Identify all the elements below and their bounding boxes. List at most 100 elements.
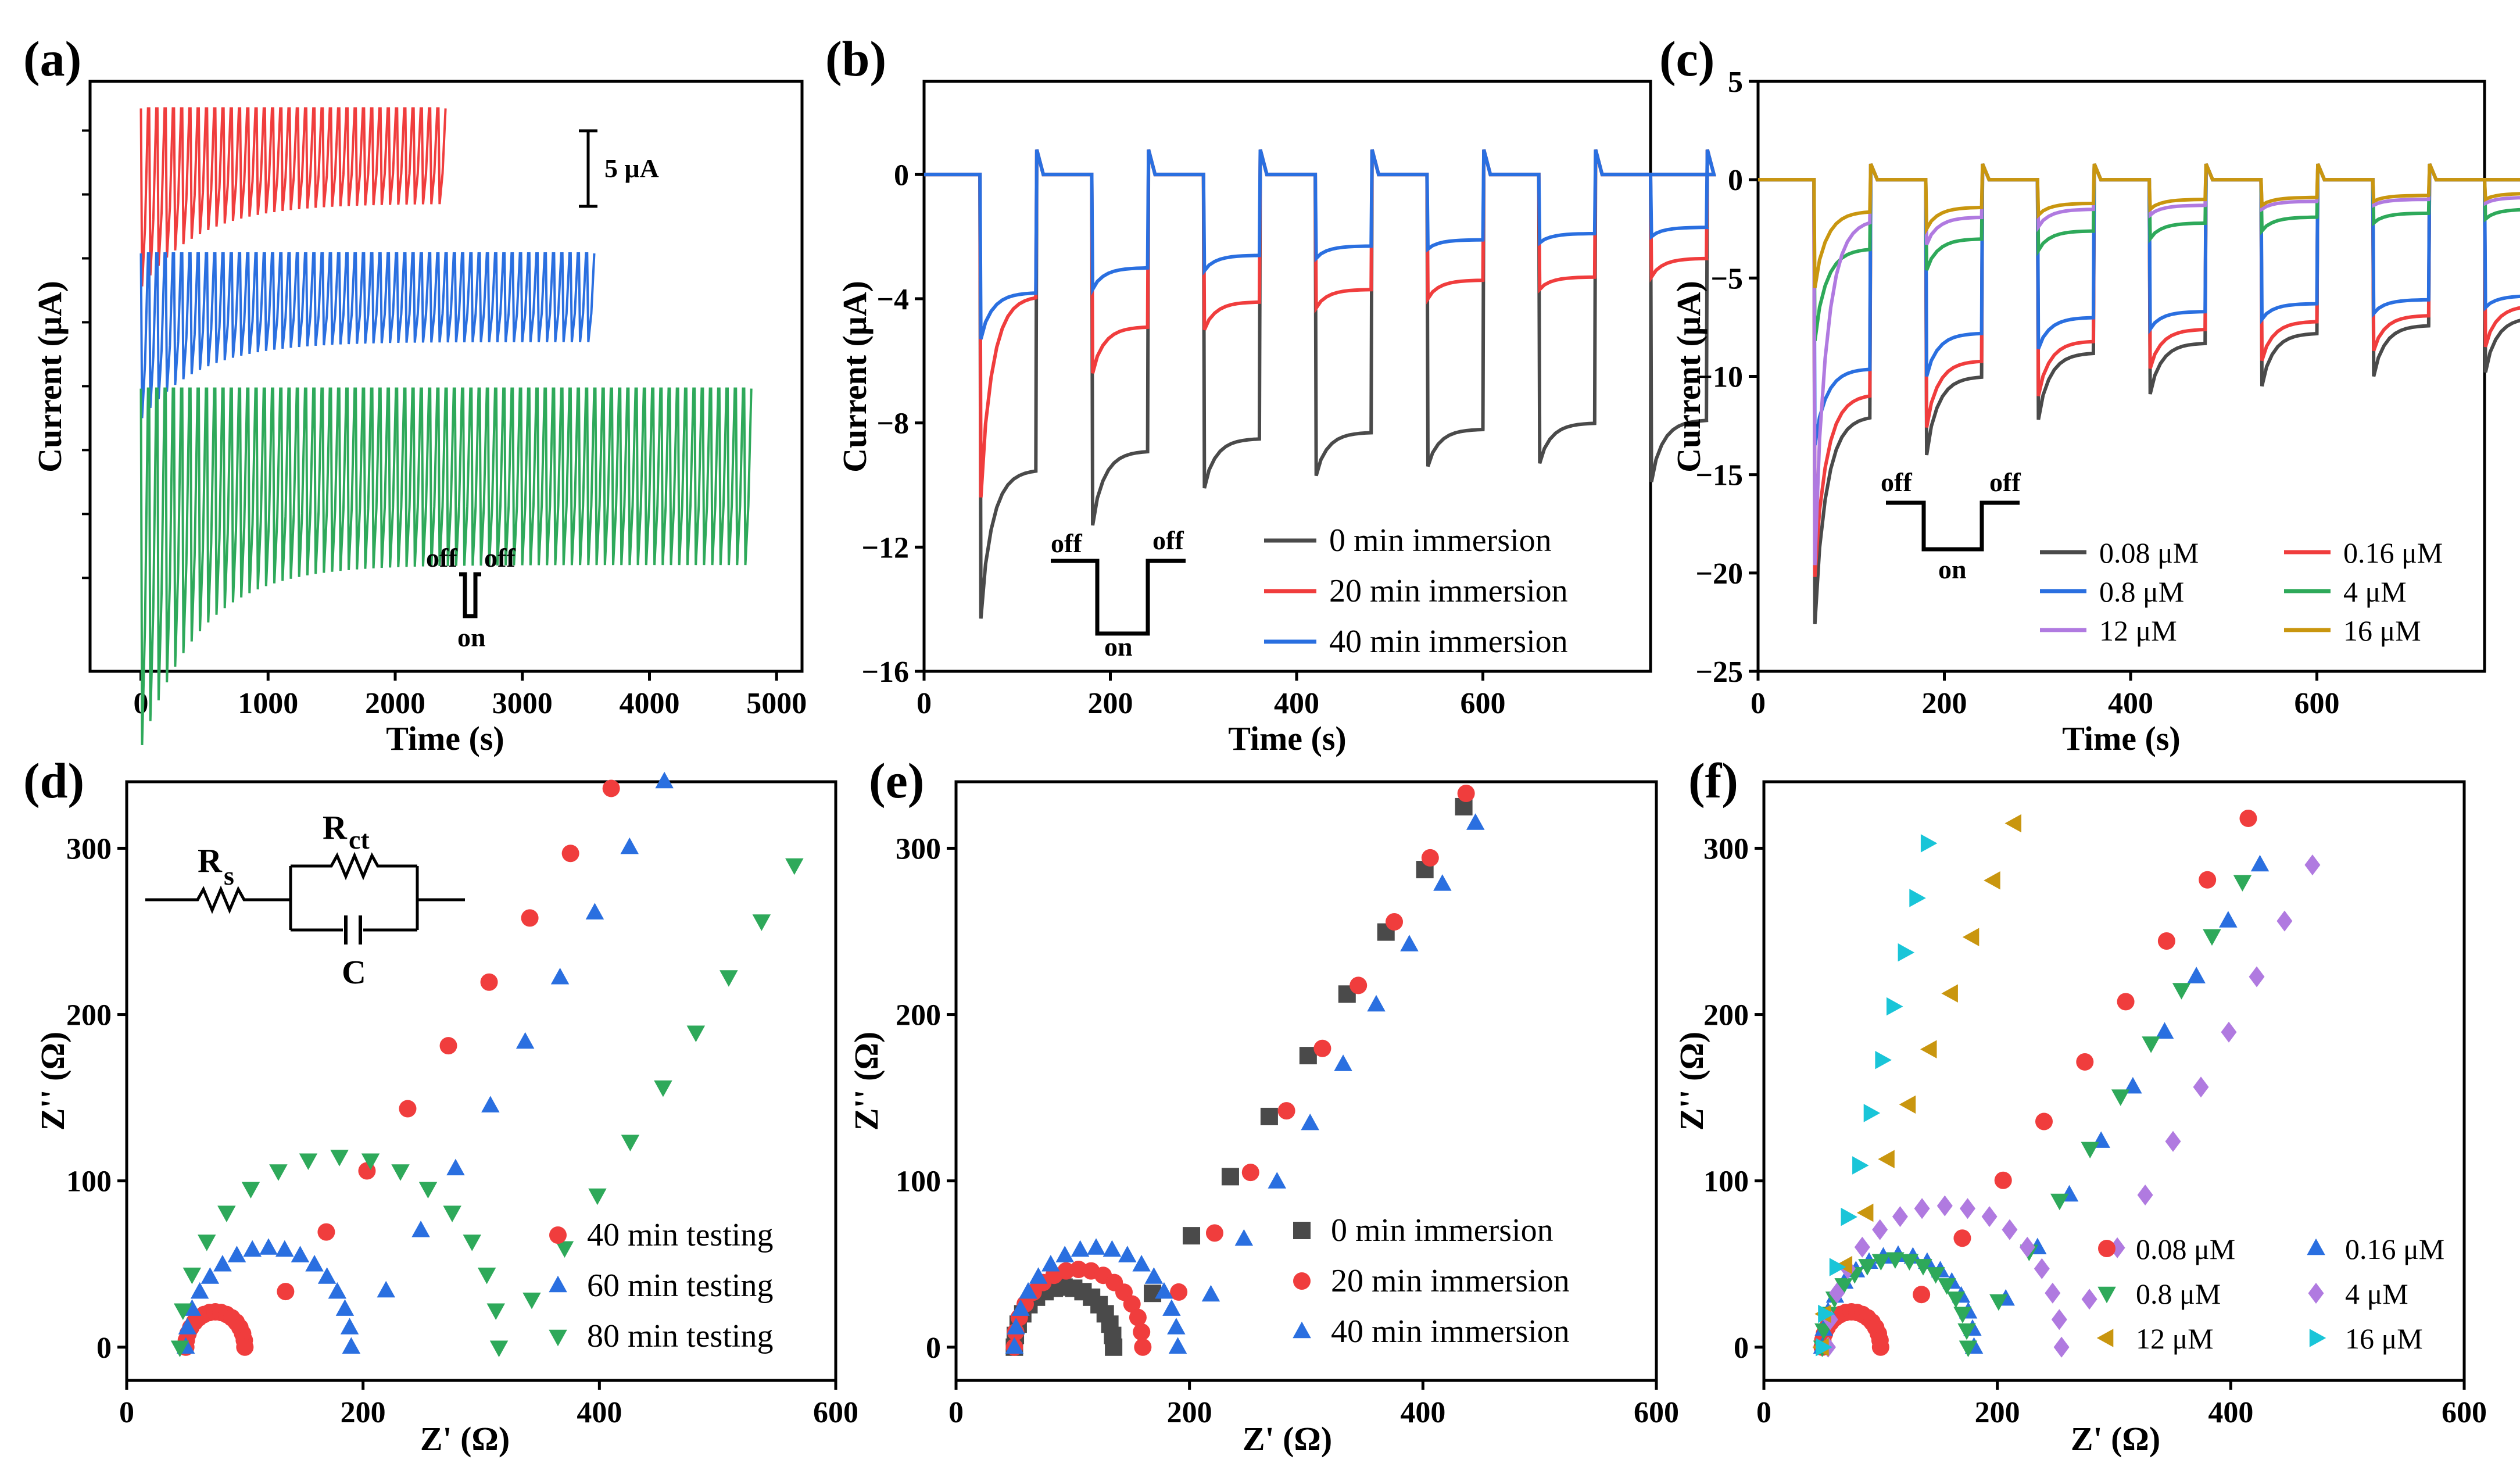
panel-label-d: (d) xyxy=(23,753,84,808)
data-point-d-1 xyxy=(275,1240,294,1257)
data-point-d-1 xyxy=(291,1246,310,1262)
on-off-inset-b: off off on xyxy=(1051,525,1186,661)
legend-marker-d-0 xyxy=(549,1226,567,1244)
circuit-rct: R xyxy=(323,808,348,846)
data-point-f-0 xyxy=(2157,932,2175,950)
data-point-d-1 xyxy=(317,1267,337,1284)
x-axis-label-c: Time (s) xyxy=(2062,720,2181,757)
data-point-f-2 xyxy=(1953,1307,1972,1323)
y-tick-label-f: 200 xyxy=(1703,999,1749,1032)
data-point-e-1 xyxy=(1350,976,1368,994)
y-tick-label-f: 300 xyxy=(1703,832,1749,865)
data-point-d-2 xyxy=(555,1241,574,1258)
data-point-d-1 xyxy=(227,1246,246,1262)
series-line-c-2 xyxy=(1758,163,2520,446)
data-point-f-2 xyxy=(1946,1291,1966,1308)
data-point-f-1 xyxy=(2250,854,2270,872)
panel-label-b: (b) xyxy=(825,31,886,87)
data-point-d-2 xyxy=(686,1025,706,1042)
legend-marker-f-3 xyxy=(2308,1283,2324,1304)
data-point-f-3 xyxy=(2193,1076,2209,1098)
data-point-e-2 xyxy=(1168,1337,1187,1354)
data-point-f-1 xyxy=(2124,1076,2142,1094)
legend-c: 0.08 μM 0.16 μM 0.8 μM 4 μM 12 μM 16 μM xyxy=(2040,536,2443,647)
data-point-d-2 xyxy=(489,1340,509,1357)
data-point-f-3 xyxy=(2002,1219,2018,1240)
data-point-d-1 xyxy=(190,1282,209,1299)
panel-label-e: (e) xyxy=(869,753,924,808)
legend-label-c-4: 12 μM xyxy=(2099,614,2177,647)
data-point-f-3 xyxy=(2034,1258,2050,1279)
x-tick-label-d: 200 xyxy=(341,1396,386,1429)
data-point-f-3 xyxy=(2304,854,2321,876)
legend-label-e-0: 0 min immersion xyxy=(1331,1212,1553,1248)
legend-label-b-2: 40 min immersion xyxy=(1329,624,1568,660)
panel-b: (b) 0 200 400 600 0 −4 −8 −12 −16 off off on 0 m… xyxy=(825,31,1716,757)
data-point-d-2 xyxy=(269,1164,288,1181)
x-tick-label-a: 4000 xyxy=(620,687,680,720)
data-point-f-5 xyxy=(1920,834,1938,853)
data-point-f-3 xyxy=(2276,910,2293,932)
data-point-d-2 xyxy=(391,1164,410,1181)
panel-label-f: (f) xyxy=(1688,753,1738,808)
legend-marker-f-1 xyxy=(2307,1238,2325,1255)
panel-a: (a) 0 1000 2000 3000 4000 5000 5 μA off off o… xyxy=(23,31,807,757)
data-point-f-3 xyxy=(2081,1289,2097,1310)
data-point-d-2 xyxy=(522,1292,541,1310)
data-point-f-0 xyxy=(2199,871,2217,889)
x-tick-label-c: 400 xyxy=(2108,687,2153,720)
panel-label-c: (c) xyxy=(1659,31,1714,87)
data-point-f-3 xyxy=(2053,1336,2070,1358)
data-point-d-1 xyxy=(213,1255,232,1272)
x-tick-label-d: 0 xyxy=(119,1396,134,1429)
y-tick-label-e: 200 xyxy=(896,999,941,1032)
data-point-f-2 xyxy=(1957,1323,1976,1340)
y-tick-label-c: −20 xyxy=(1695,557,1743,591)
x-tick-label-e: 600 xyxy=(1634,1396,1679,1429)
data-point-f-3 xyxy=(1872,1219,1888,1240)
data-point-e-1 xyxy=(1170,1283,1188,1301)
series-line-c-4 xyxy=(1758,163,2520,566)
data-point-f-5 xyxy=(1875,1051,1892,1069)
legend-marker-f-2 xyxy=(2097,1286,2116,1304)
data-point-f-2 xyxy=(2233,875,2252,892)
x-tick-label-c: 0 xyxy=(1751,687,1766,720)
data-point-d-1 xyxy=(342,1337,361,1354)
data-point-f-5 xyxy=(1829,1258,1846,1276)
data-point-f-2 xyxy=(1858,1259,1877,1276)
legend-marker-e-0 xyxy=(1293,1222,1311,1239)
legend-label-f-3: 4 μM xyxy=(2345,1278,2408,1310)
data-point-f-2 xyxy=(1834,1278,1853,1295)
y-tick-label-b: −8 xyxy=(876,407,909,441)
data-point-d-2 xyxy=(170,1340,189,1357)
legend-label-c-0: 0.08 μM xyxy=(2099,536,2199,569)
y-tick-label-b: −4 xyxy=(876,283,909,316)
data-point-f-2 xyxy=(2203,929,2221,946)
data-point-d-2 xyxy=(241,1182,260,1198)
data-point-d-2 xyxy=(720,970,738,987)
data-point-f-1 xyxy=(2219,911,2238,928)
data-point-f-0 xyxy=(2076,1053,2094,1071)
inset-off-left-b: off xyxy=(1051,528,1082,558)
y-axis-label-e: Z'' (Ω) xyxy=(847,1032,885,1131)
data-point-e-2 xyxy=(1400,935,1419,951)
series-line-b-2 xyxy=(924,149,1716,340)
legend-f: 0.08 μM 0.16 μM 0.8 μM 4 μM 12 μM 16 μM xyxy=(2096,1233,2444,1355)
data-point-d-1 xyxy=(620,837,639,854)
inset-on-b: on xyxy=(1104,632,1133,661)
data-point-e-2 xyxy=(1019,1282,1037,1299)
legend-label-f-0: 0.08 μM xyxy=(2136,1233,2235,1265)
data-point-f-5 xyxy=(1818,1304,1835,1323)
series-line-c-1 xyxy=(1758,163,2520,577)
data-point-f-2 xyxy=(1989,1294,2008,1311)
y-tick-label-d: 300 xyxy=(66,832,112,865)
data-point-e-2 xyxy=(1466,813,1485,830)
data-point-d-0 xyxy=(480,973,498,991)
data-point-d-2 xyxy=(463,1235,481,1251)
x-tick-label-a: 2000 xyxy=(365,687,425,720)
scale-bar: 5 μA xyxy=(579,129,659,208)
x-axis-label-e: Z' (Ω) xyxy=(1243,1420,1332,1458)
data-point-d-0 xyxy=(439,1037,457,1055)
legend-b: 0 min immersion 20 min immersion 40 min im… xyxy=(1264,523,1568,660)
y-tick-label-b: −12 xyxy=(861,531,909,564)
